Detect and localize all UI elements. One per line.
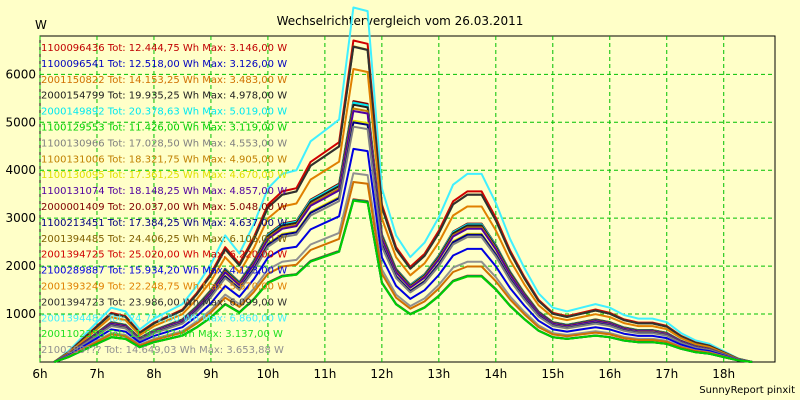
- legend-entry: 2001150822 Tot: 14.153,25 Wh Max: 3.483,…: [41, 75, 287, 86]
- legend-entry: 1100096436 Tot: 12.444,75 Wh Max: 3.146,…: [41, 43, 287, 54]
- legend-entry: 2000154799 Tot: 19.935,25 Wh Max: 4.978,…: [41, 91, 287, 102]
- x-tick-label: 7h: [89, 367, 104, 381]
- legend-entry: 1100130095 Tot: 17.361,25 Wh Max: 4.670,…: [41, 170, 287, 181]
- series-layer: [53, 6, 753, 363]
- x-tick-label: 10h: [256, 367, 279, 381]
- y-tick-label: 3000: [5, 211, 36, 225]
- legend-entry: 2000149892 Tot: 20.378,63 Wh Max: 5.019,…: [41, 107, 287, 118]
- legend-entry: 2001394725 Tot: 25.020,00 Wh Max: 6.220,…: [41, 250, 287, 261]
- legend: 1100096436 Tot: 12.444,75 Wh Max: 3.146,…: [41, 43, 287, 356]
- legend-entry: 2001102358 Tot: 11.9??,?? Wh Max: 3.137,…: [41, 329, 283, 340]
- series-line: [53, 45, 753, 363]
- y-tick-label: 4000: [5, 163, 36, 177]
- y-tick-label: 2000: [5, 259, 36, 273]
- series-line: [53, 181, 753, 363]
- legend-entry: 1100213451 Tot: 17.384,25 Wh Max: 4.637,…: [41, 218, 287, 229]
- legend-entry: 2001394723 Tot: 23.986,00 Wh Max: 6.099,…: [41, 297, 287, 308]
- x-tick-label: 12h: [370, 367, 393, 381]
- legend-entry: 1100131074 Tot: 18.148,25 Wh Max: 4.857,…: [41, 186, 287, 197]
- legend-entry: 1100129553 Tot: 11.426,00 Wh Max: 3.119,…: [41, 123, 287, 134]
- y-tick-label: 5000: [5, 115, 36, 129]
- legend-entry: 1100131006 Tot: 18.321,75 Wh Max: 4.905,…: [41, 154, 287, 165]
- x-tick-label: 16h: [598, 367, 621, 381]
- legend-entry: 2100289??? Tot: 14.649,03 Wh Max: 3.653,…: [41, 345, 284, 356]
- footer-credit: SunnyReport pinxit: [699, 385, 795, 396]
- axis-layer: 1000 2000 3000 4000 5000 6000 6h 7h 8h 9h 10h 11h 12…: [5, 67, 735, 381]
- x-tick-label: 8h: [146, 367, 161, 381]
- x-tick-label: 11h: [313, 367, 336, 381]
- series-line: [53, 147, 753, 363]
- x-tick-label: 18h: [712, 367, 735, 381]
- x-tick-label: 13h: [427, 367, 450, 381]
- x-tick-label: 9h: [203, 367, 218, 381]
- series-line: [53, 199, 753, 363]
- legend-entry: 2000001409 Tot: 20.037,00 Wh Max: 5.048,…: [41, 202, 287, 213]
- x-tick-label: 15h: [541, 367, 564, 381]
- legend-entry: 2100289887 Tot: 15.934,20 Wh Max: 4.123,…: [41, 266, 287, 277]
- legend-entry: 1100130966 Tot: 17.028,50 Wh Max: 4.553,…: [41, 138, 287, 149]
- y-tick-label: 1000: [5, 307, 36, 321]
- series-line: [53, 6, 753, 363]
- series-line: [53, 125, 753, 363]
- legend-entry: 2001393249 Tot: 22.248,75 Wh Max: 5.670,…: [41, 282, 287, 293]
- x-tick-label: 14h: [484, 367, 507, 381]
- legend-entry: 1100096541 Tot: 12.518,00 Wh Max: 3.126,…: [41, 59, 287, 70]
- legend-entry: 2001394485 Tot: 24.406,25 Wh Max: 6.106,…: [41, 234, 287, 245]
- x-tick-label: 6h: [32, 367, 47, 381]
- legend-entry: 2001394487 Tot: 24.772,50 Wh Max: 6.860,…: [41, 313, 287, 324]
- series-line: [53, 110, 753, 363]
- y-tick-label: 6000: [5, 67, 36, 81]
- y-axis-label: W: [35, 18, 47, 32]
- series-line: [53, 68, 753, 363]
- series-line: [53, 172, 753, 363]
- x-tick-label: 17h: [655, 367, 678, 381]
- chart-title: Wechselrichtervergleich vom 26.03.2011: [277, 14, 524, 28]
